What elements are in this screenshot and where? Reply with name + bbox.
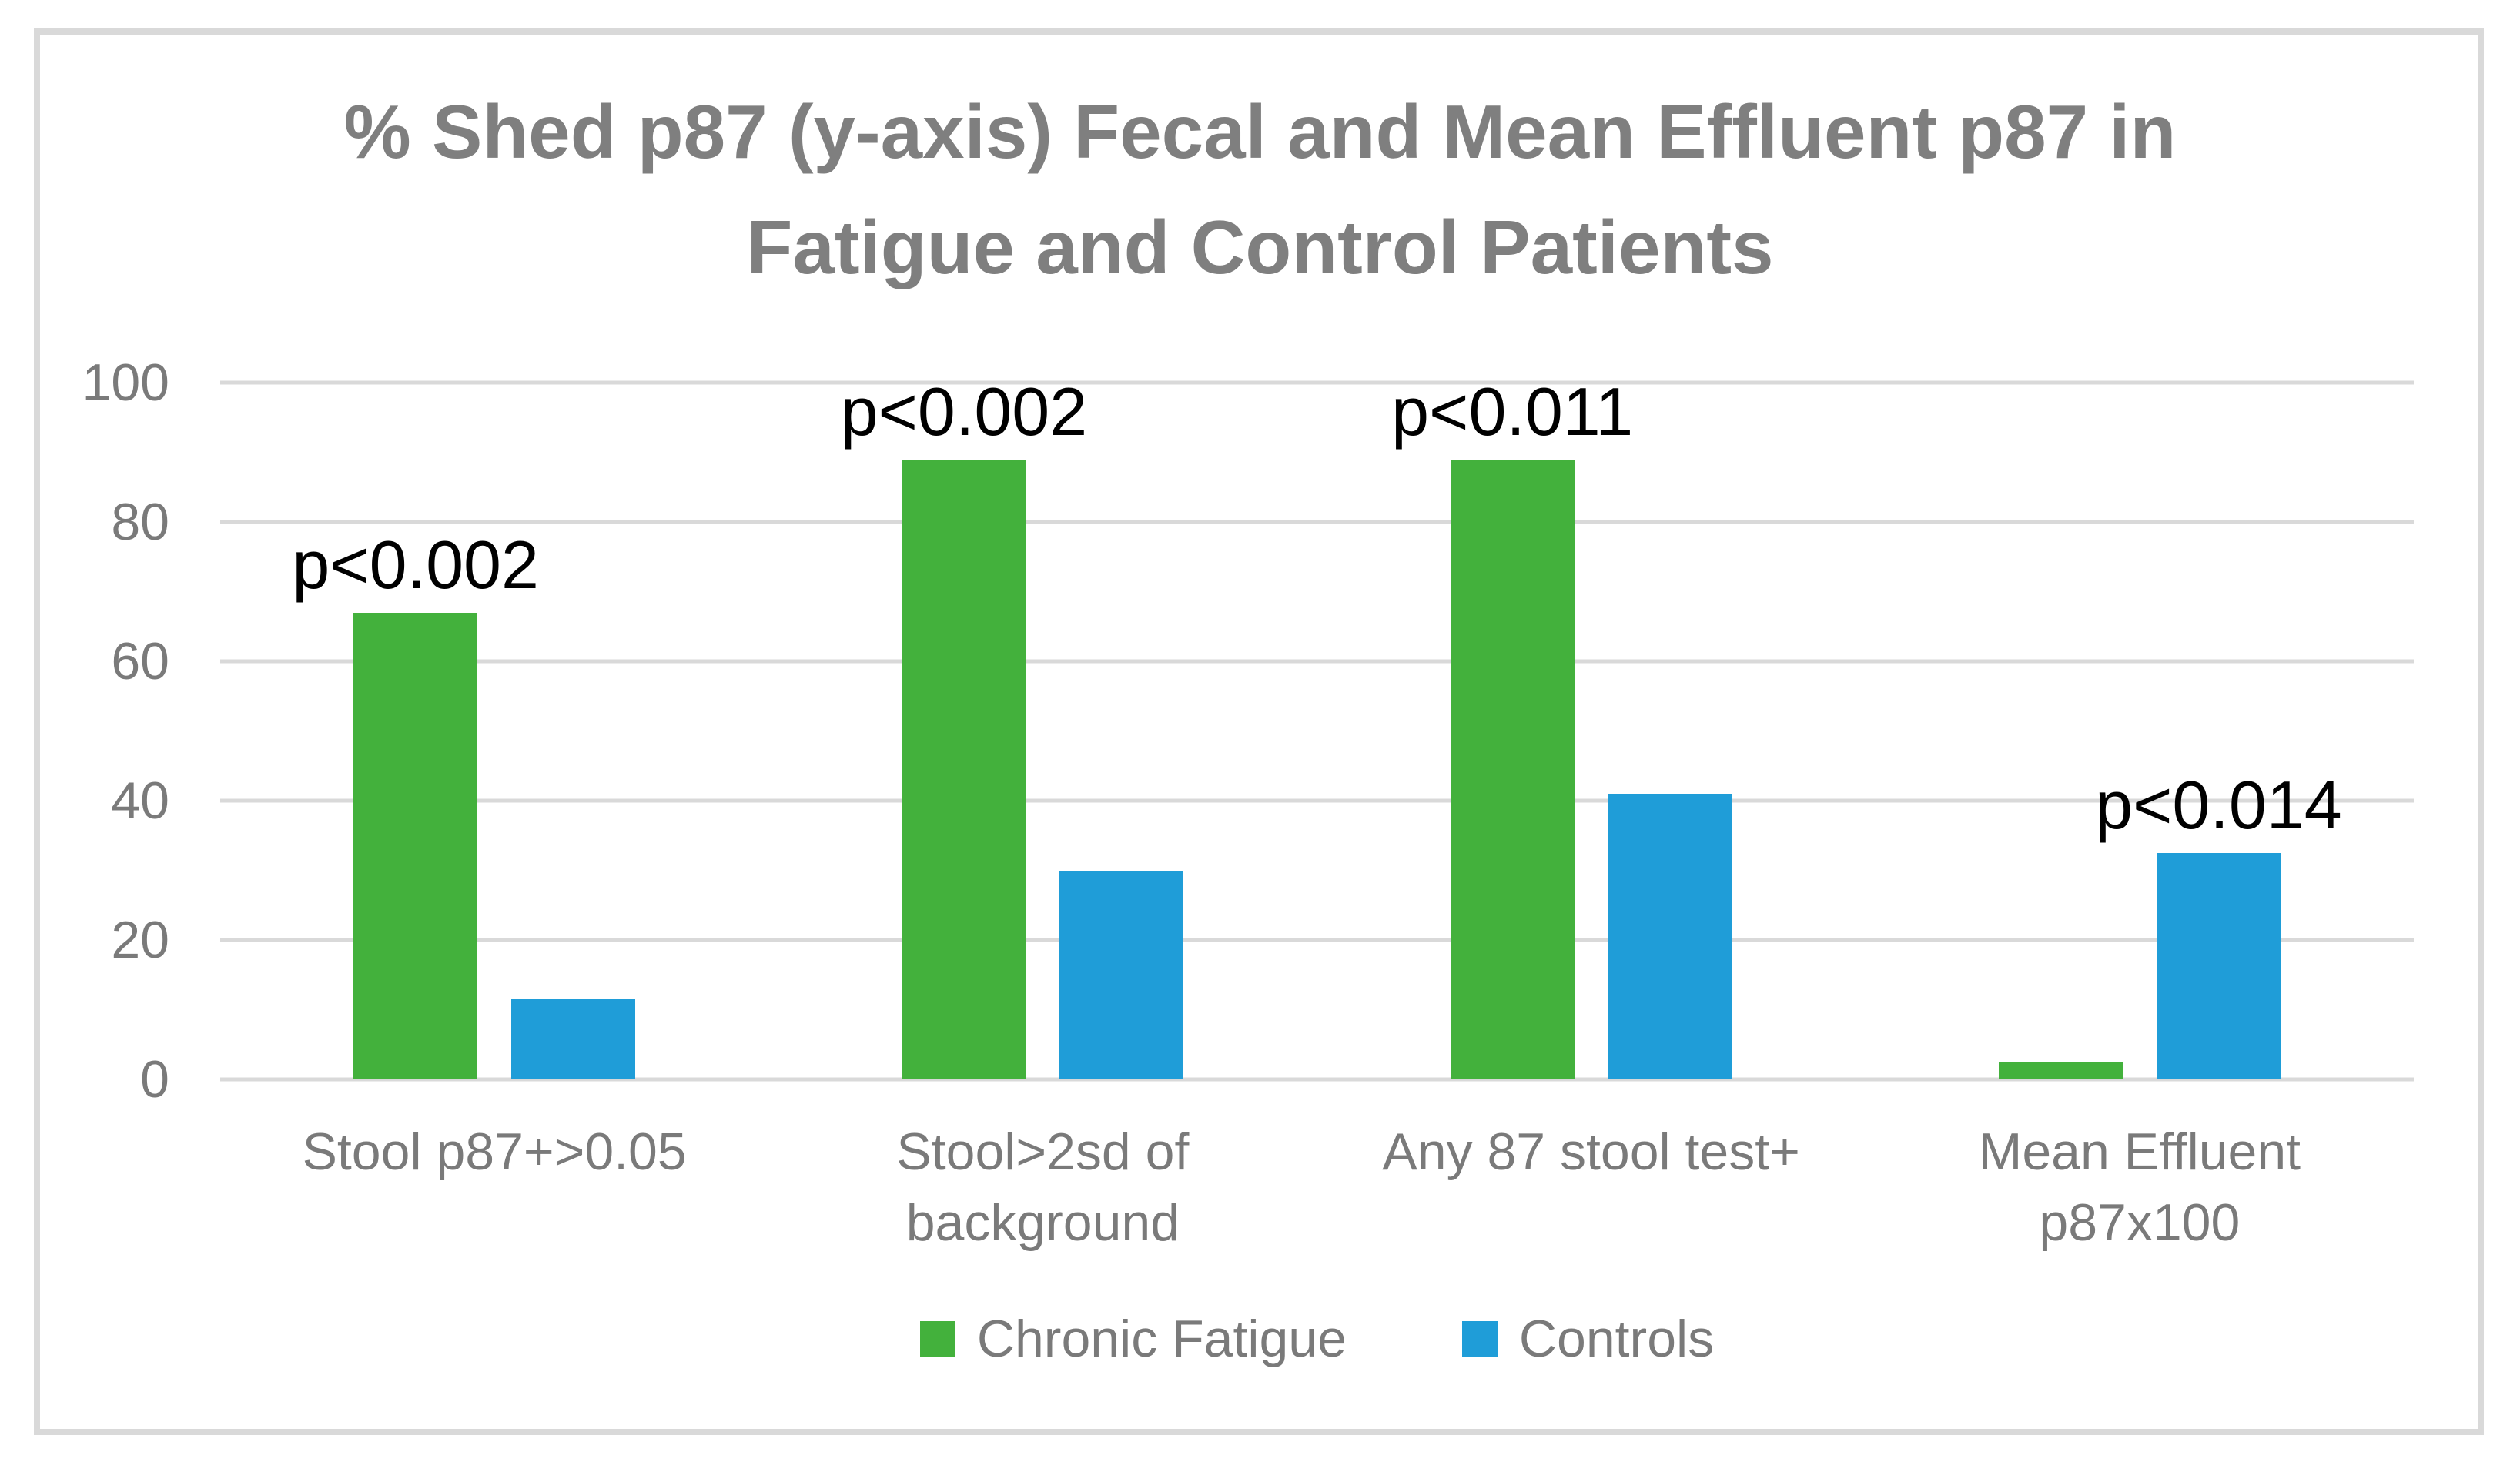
- legend: Chronic Fatigue Controls: [220, 1313, 2414, 1365]
- gridline: [220, 938, 2414, 942]
- gridline: [220, 380, 2414, 385]
- chart-title: % Shed p87 (y-axis) Fecal and Mean Efflu…: [154, 74, 2366, 305]
- bar-controls: [511, 999, 636, 1079]
- bar-controls: [1608, 793, 1732, 1079]
- bar-chronic-fatigue: [353, 612, 478, 1079]
- chart-title-line2: Fatigue and Control Patients: [746, 205, 1774, 289]
- y-tick-label: 0: [140, 1050, 169, 1109]
- y-tick-label: 60: [111, 632, 169, 691]
- legend-swatch: [919, 1321, 955, 1357]
- legend-item: Chronic Fatigue: [919, 1310, 1347, 1368]
- y-tick-label: 20: [111, 911, 169, 969]
- legend-swatch: [1461, 1321, 1498, 1357]
- y-tick-label: 80: [111, 493, 169, 551]
- legend-item: Controls: [1461, 1310, 1715, 1368]
- legend-label: Chronic Fatigue: [976, 1310, 1347, 1368]
- chart-title-line1: % Shed p87 (y-axis) Fecal and Mean Efflu…: [343, 89, 2177, 174]
- x-category-label: Stool>2sd of background: [896, 1122, 1190, 1252]
- bar-chronic-fatigue: [1450, 459, 1575, 1079]
- gridline: [220, 520, 2414, 524]
- p-value-label: p<0.002: [292, 526, 539, 603]
- legend-label: Controls: [1518, 1310, 1715, 1368]
- bar-controls: [1059, 870, 1184, 1079]
- p-value-label: p<0.014: [2095, 766, 2342, 843]
- y-tick-label: 100: [82, 353, 169, 412]
- bar-chronic-fatigue: [902, 459, 1026, 1079]
- x-category-label: Mean Effluent p87x100: [1978, 1122, 2301, 1252]
- x-category-label: Stool p87+>0.05: [302, 1122, 687, 1181]
- p-value-label: p<0.011: [1391, 373, 1634, 450]
- bar-chronic-fatigue: [1998, 1062, 2123, 1079]
- gridline: [220, 798, 2414, 803]
- y-tick-label: 40: [111, 771, 169, 830]
- bar-controls: [2156, 852, 2281, 1079]
- p-value-label: p<0.002: [840, 373, 1088, 450]
- gridline: [220, 659, 2414, 664]
- x-category-label: Any 87 stool test+: [1382, 1122, 1800, 1181]
- gridline: [220, 1077, 2414, 1082]
- chart-border-frame: [34, 28, 2484, 1435]
